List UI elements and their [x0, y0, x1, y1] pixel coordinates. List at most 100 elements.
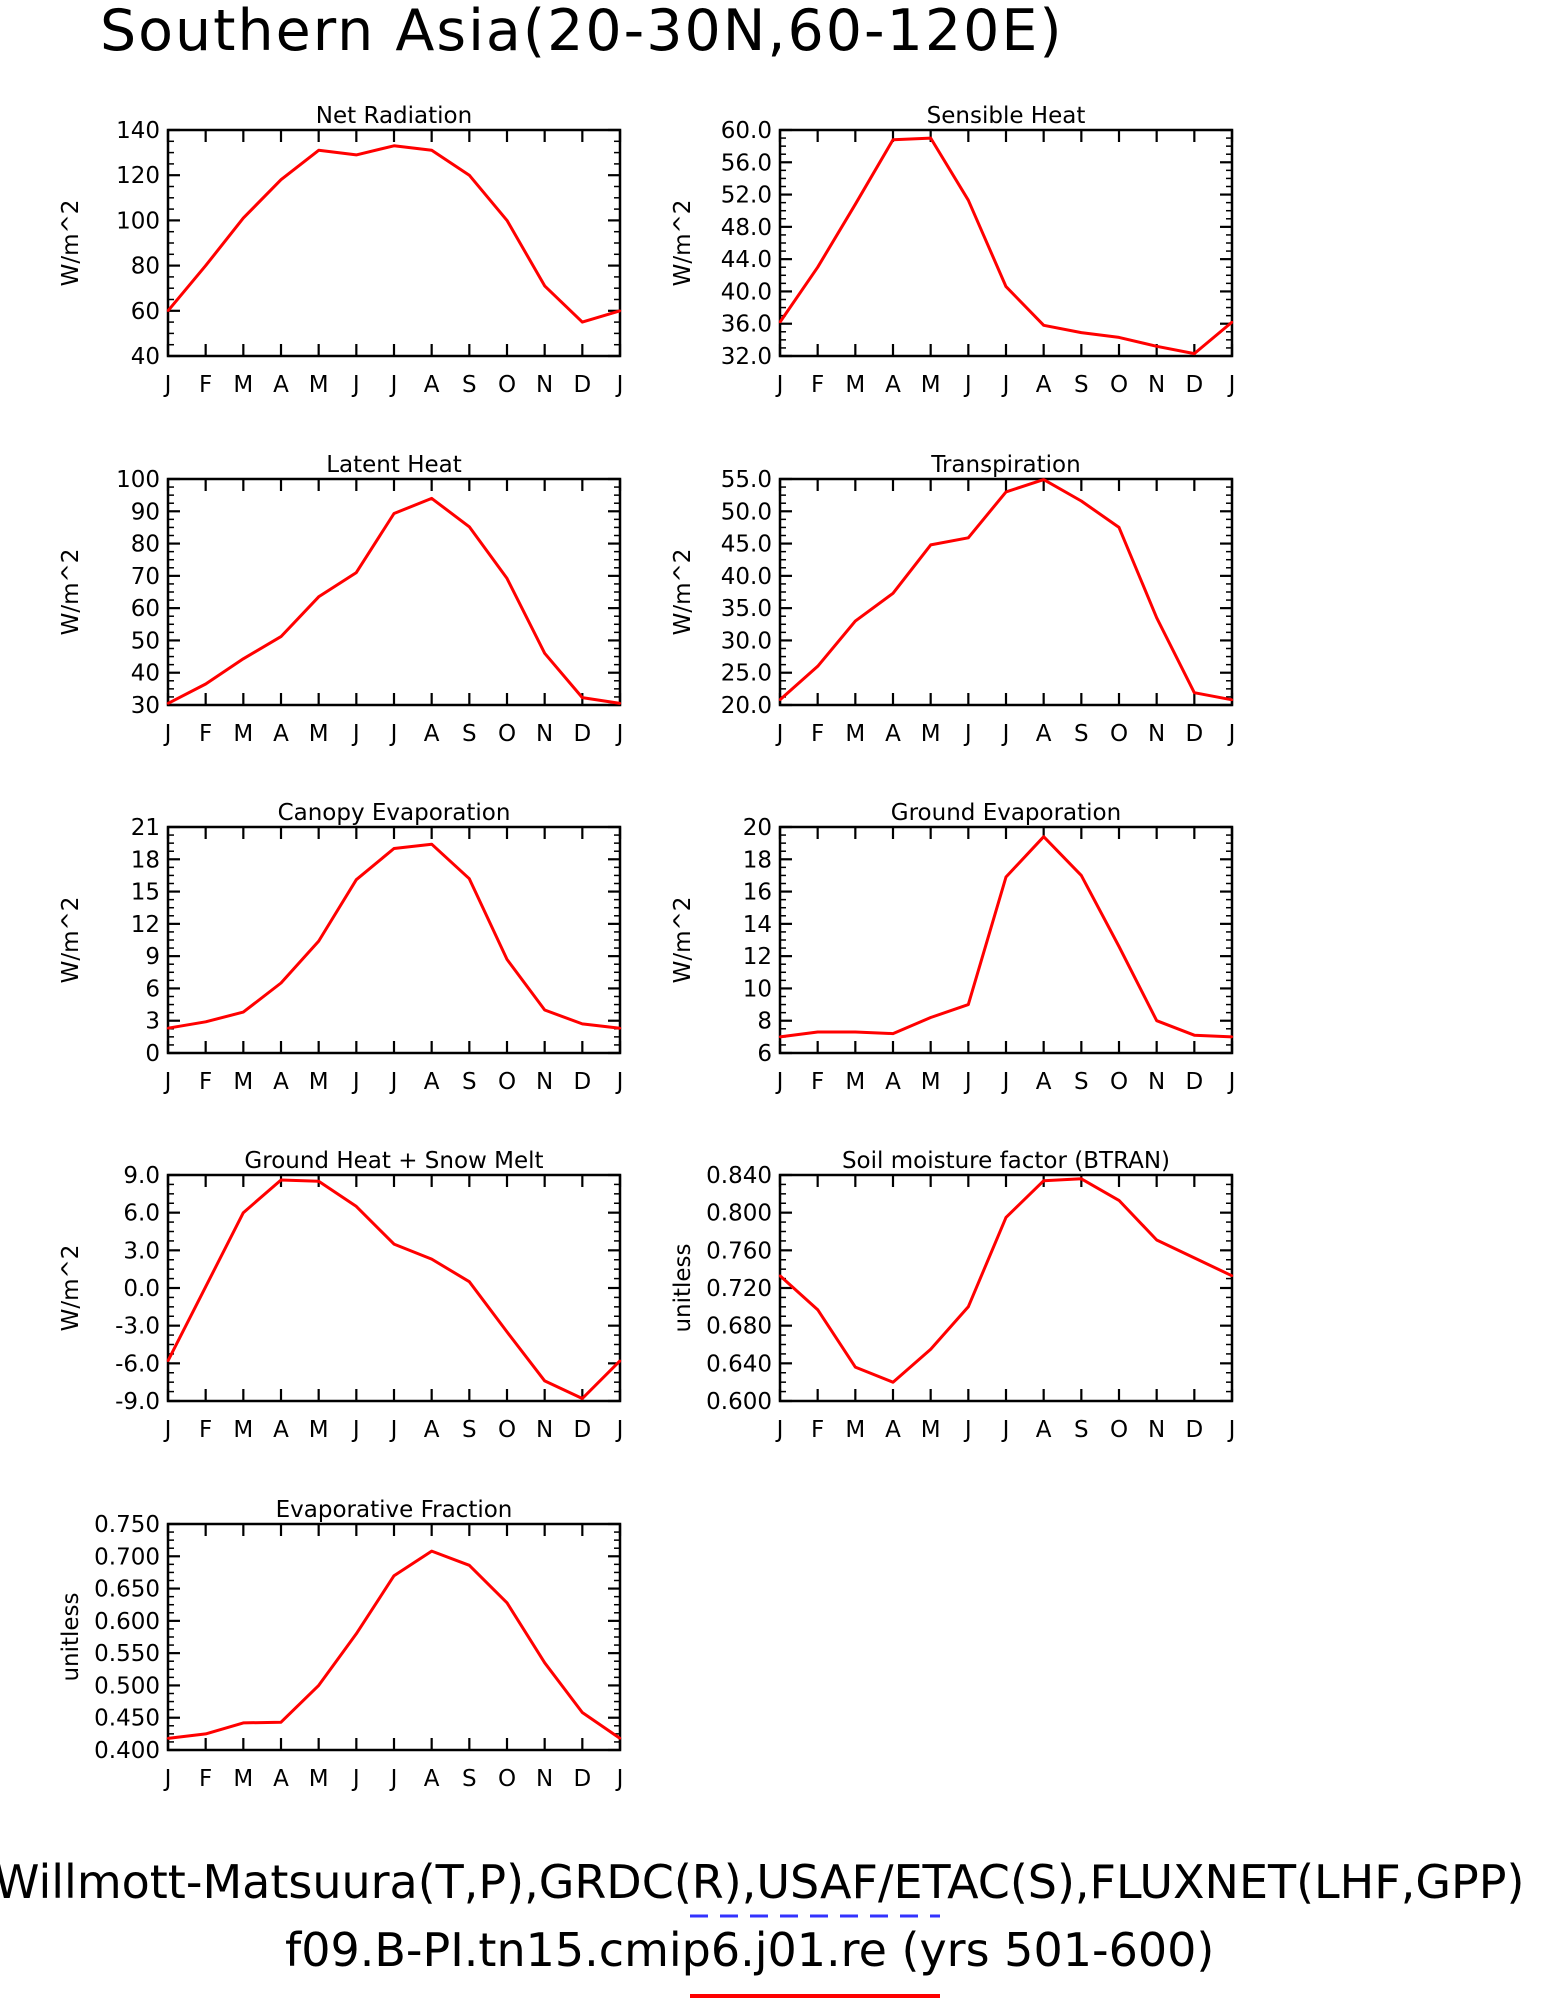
x-tick-label: O: [1110, 372, 1128, 398]
x-tick-label: J: [1001, 721, 1010, 747]
y-tick-label: 3: [145, 1009, 160, 1035]
x-tick-label: N: [1148, 1417, 1165, 1443]
y-tick-label: 50: [131, 628, 160, 654]
x-tick-label: J: [163, 1766, 172, 1792]
x-tick-label: S: [1074, 1417, 1089, 1443]
x-tick-label: N: [536, 1069, 553, 1095]
x-tick-label: S: [462, 721, 477, 747]
series-line: [779, 478, 1233, 702]
data-point: [430, 149, 433, 152]
x-tick-label: J: [615, 372, 624, 398]
x-tick-label: A: [424, 372, 440, 398]
series-line: [167, 842, 621, 1030]
data-point: [967, 536, 970, 539]
data-point: [242, 1721, 245, 1725]
x-tick-label: F: [199, 721, 212, 747]
x-tick-label: J: [775, 372, 784, 398]
data-point: [581, 320, 584, 324]
data-point: [581, 1711, 584, 1714]
x-tick-label: M: [233, 1069, 253, 1095]
y-axis-label: W/m^2: [670, 200, 696, 287]
x-tick-label: N: [536, 721, 553, 747]
plot-frame: [778, 1173, 1234, 1403]
x-tick-label: M: [233, 1417, 253, 1443]
data-point: [204, 264, 207, 267]
data-point: [1080, 1177, 1083, 1180]
y-tick-label: 80: [131, 254, 160, 280]
y-tick-label: 20.0: [721, 693, 772, 719]
data-point: [317, 149, 320, 152]
y-tick-label: 30.0: [721, 628, 772, 654]
data-point: [166, 1027, 170, 1030]
plot-frame: [778, 128, 1234, 358]
x-tick-label: J: [389, 1766, 398, 1792]
y-tick-label: -3.0: [115, 1314, 160, 1340]
x-tick-label: O: [1110, 1417, 1128, 1443]
y-tick-label: 35.0: [721, 596, 772, 622]
x-tick-label: J: [1227, 372, 1236, 398]
x-tick-label: S: [1074, 372, 1089, 398]
y-tick-label: 12: [743, 944, 772, 970]
x-tick-label: F: [199, 1417, 212, 1443]
data-point: [355, 878, 358, 881]
footer-sources: Willmott-Matsuura(T,P),GRDC(R),USAF/ETAC…: [0, 1855, 1524, 1909]
x-tick-label: D: [573, 1766, 591, 1792]
footer-case: f09.B-PI.tn15.cmip6.j01.re (yrs 501-600): [285, 1923, 1214, 1977]
data-point: [1193, 691, 1196, 694]
y-tick-label: 50.0: [721, 499, 772, 525]
x-tick-label: D: [1185, 721, 1203, 747]
x-tick-label: J: [389, 1417, 398, 1443]
y-axis-label: W/m^2: [670, 897, 696, 984]
data-point: [1117, 336, 1121, 339]
x-tick-label: F: [811, 1069, 824, 1095]
y-tick-label: 9: [145, 944, 160, 970]
x-tick-label: O: [498, 721, 516, 747]
panel-title: Evaporative Fraction: [276, 1497, 513, 1523]
x-tick-label: D: [1185, 1069, 1203, 1095]
x-tick-label: J: [615, 1417, 624, 1443]
plot-frame: [778, 477, 1234, 707]
x-tick-label: A: [424, 1417, 440, 1443]
x-tick-label: J: [615, 721, 624, 747]
x-tick-label: S: [1074, 1069, 1089, 1095]
x-tick-label: M: [921, 721, 941, 747]
y-tick-label: 6: [757, 1041, 772, 1067]
y-tick-label: 0.640: [706, 1351, 772, 1377]
data-point: [279, 1178, 283, 1182]
x-tick-label: A: [885, 372, 901, 398]
x-tick-label: J: [1227, 1417, 1236, 1443]
x-tick-label: D: [1185, 1417, 1203, 1443]
panel-title: Ground Heat + Snow Melt: [244, 1148, 543, 1174]
y-axis-label: unitless: [58, 1592, 84, 1681]
data-point: [355, 1632, 358, 1635]
data-point: [392, 1242, 396, 1246]
data-point: [317, 939, 320, 943]
y-tick-label: 9.0: [123, 1163, 160, 1189]
x-tick-label: J: [775, 1417, 784, 1443]
data-point: [1155, 1238, 1158, 1242]
data-point: [279, 178, 283, 181]
y-tick-label: 40.0: [721, 564, 772, 590]
x-tick-label: M: [233, 1766, 253, 1792]
plot-frame: [166, 1173, 622, 1403]
data-point: [392, 144, 396, 148]
x-tick-label: M: [233, 721, 253, 747]
x-tick-label: S: [462, 372, 477, 398]
data-point: [581, 1022, 584, 1026]
y-axis-label: W/m^2: [670, 549, 696, 636]
data-point: [279, 981, 283, 985]
chart-panel: Ground Heat + Snow Melt W/m^2 -9.0 -6.0 -3.0…: [58, 1148, 623, 1443]
x-tick-label: A: [424, 721, 440, 747]
y-tick-label: 12: [131, 912, 160, 938]
chart-panel: Sensible Heat W/m^2 32.0 36.0 40.0 44.0 48.0 52…: [670, 103, 1235, 398]
x-tick-label: D: [573, 721, 591, 747]
y-axis-label: W/m^2: [58, 549, 84, 636]
x-tick-label: J: [1227, 721, 1236, 747]
panel-title: Canopy Evaporation: [278, 800, 511, 826]
x-tick-label: M: [309, 372, 329, 398]
data-point: [468, 1564, 471, 1567]
series-line: [166, 1178, 622, 1400]
y-tick-label: 55.0: [721, 467, 772, 493]
